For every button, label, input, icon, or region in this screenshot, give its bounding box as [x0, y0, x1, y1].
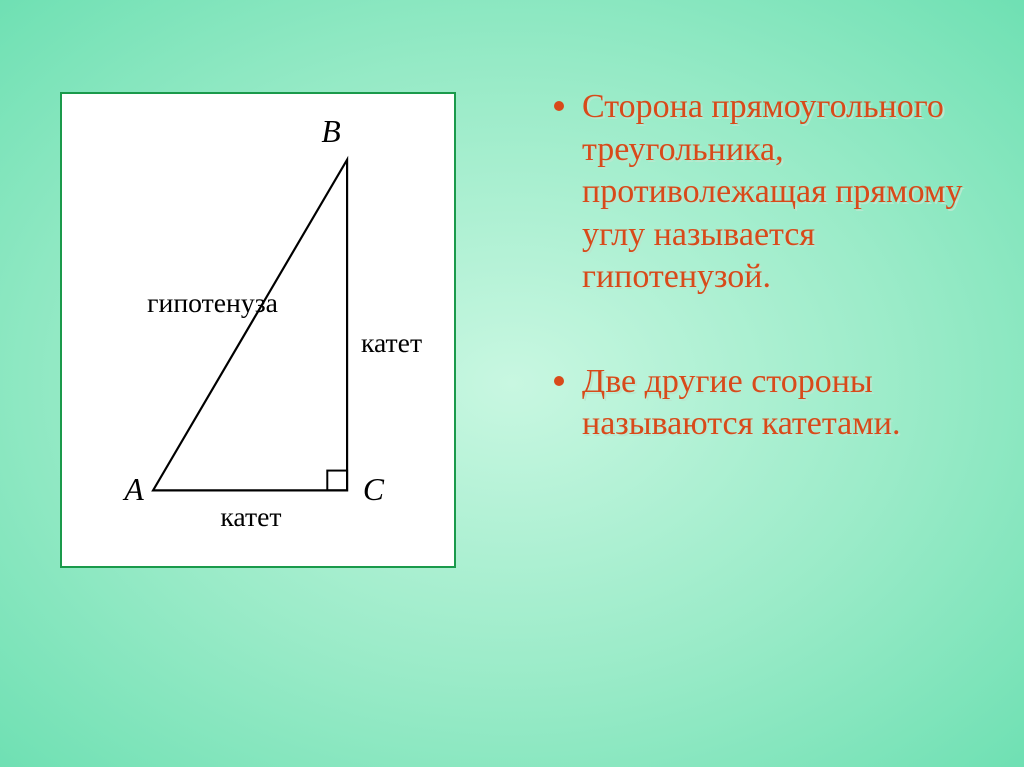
right-angle-marker: [327, 471, 347, 491]
slide: A B Cгипотенуза катет катет Сторона прямоуго…: [0, 0, 1024, 767]
bullet-item: Сторона прямоугольного треугольника, про…: [548, 86, 978, 299]
vertex-label-b: B: [321, 114, 340, 149]
figure-frame: A B Cгипотенуза катет катет: [60, 92, 456, 568]
vertex-label-c: C: [363, 472, 385, 507]
bullet-list: Сторона прямоугольного треугольника, про…: [548, 86, 978, 446]
bullet-text: Сторона прямоугольного треугольника, про…: [582, 88, 962, 253]
triangle-diagram: A B Cгипотенуза катет катет: [62, 94, 454, 566]
vertex-label-a: A: [122, 472, 144, 507]
triangle: [153, 160, 347, 491]
keyword: гипотенузой: [582, 258, 762, 295]
side-label-hypotenuse: гипотенуза: [147, 287, 278, 318]
side-label-ac: катет: [220, 501, 281, 532]
bullet-dot-icon: [554, 376, 564, 386]
bullet-text: .: [762, 258, 771, 295]
bullet-dot-icon: [554, 101, 564, 111]
bullet-item: Две другие стороны называются катетами.: [548, 361, 978, 446]
side-label-bc: катет: [361, 327, 422, 358]
bullet-text: .: [892, 405, 901, 442]
keyword: катетами: [762, 405, 892, 442]
